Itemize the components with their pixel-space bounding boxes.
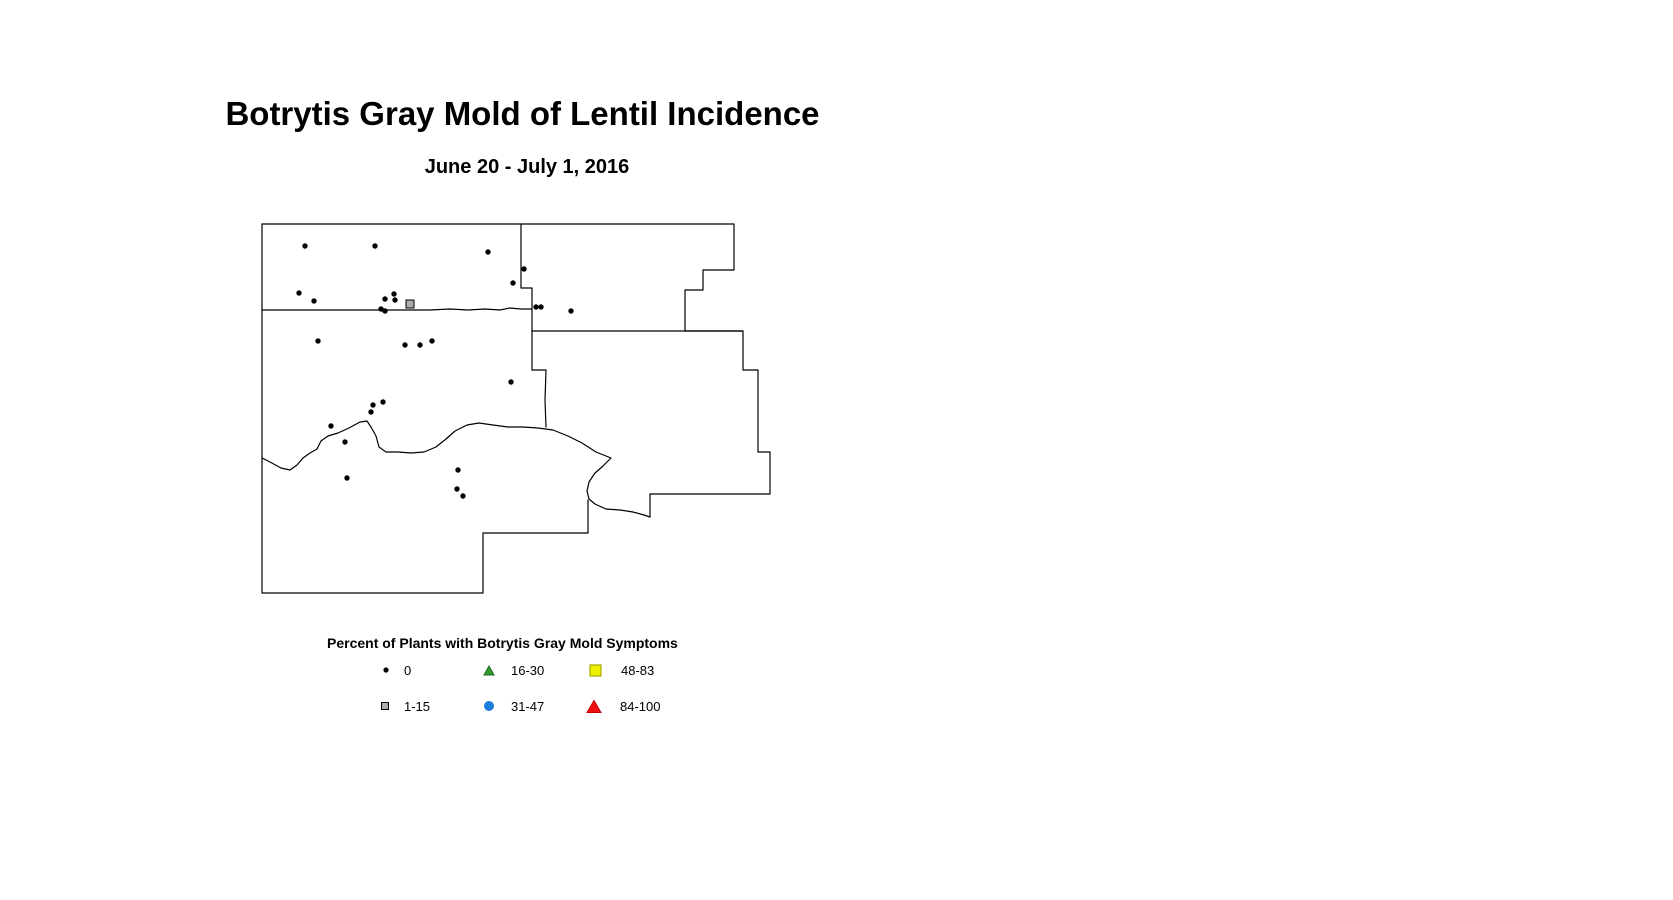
legend-title: Percent of Plants with Botrytis Gray Mol… [327,635,678,651]
incidence-point-zero [342,439,348,445]
legend-marker-red-triangle-icon [586,699,602,713]
incidence-point-zero [485,249,491,255]
legend-marker-blue-circle-icon [484,701,494,711]
incidence-point-zero [378,306,384,312]
legend-marker-green-triangle-icon [483,665,495,676]
incidence-point-zero [311,298,317,304]
incidence-point-zero [454,486,460,492]
county-boundary-mid-horizontal [261,307,532,311]
incidence-point-zero [521,266,527,272]
river-boundary [261,420,651,518]
county-boundary-outer-west [261,223,589,594]
legend-marker-black-dot-icon [383,667,389,673]
chart-title: Botrytis Gray Mold of Lentil Incidence [225,95,820,132]
incidence-point-zero [508,379,514,385]
incidence-point-zero [315,338,321,344]
incidence-point-zero [372,243,378,249]
incidence-point-zero [368,409,374,415]
incidence-point-zero [382,296,388,302]
incidence-point-zero [392,297,398,303]
county-boundary-mid-vertical [520,223,547,428]
incidence-point-zero [402,342,408,348]
incidence-point-zero [391,291,397,297]
legend-marker-gray-square-icon [381,702,389,710]
legend-marker-yellow-square-icon [589,664,602,677]
legend-label-84-100: 84-100 [620,699,661,714]
incidence-point-zero [510,280,516,286]
incidence-point-zero [380,399,386,405]
incidence-point-zero [344,475,350,481]
incidence-point-zero [296,290,302,296]
incidence-point-zero [302,243,308,249]
incidence-point-zero [429,338,435,344]
county-boundary-outer-east [261,223,771,518]
legend-label-16-30: 16-30 [511,663,545,678]
incidence-point-zero [538,304,544,310]
incidence-point-1-15 [405,299,415,309]
incidence-point-zero [370,402,376,408]
legend-label-1-15: 1-15 [404,699,431,714]
legend-label-0: 0 [404,663,412,678]
incidence-points-layer [296,243,574,499]
chart-subtitle: June 20 - July 1, 2016 [424,156,630,178]
incidence-point-zero [455,467,461,473]
incidence-point-zero [568,308,574,314]
incidence-point-zero [417,342,423,348]
county-boundaries [261,223,771,594]
incidence-point-zero [533,304,539,310]
legend-label-31-47: 31-47 [511,699,545,714]
incidence-point-zero [382,308,388,314]
incidence-point-zero [460,493,466,499]
legend-label-48-83: 48-83 [621,663,655,678]
incidence-point-zero [328,423,334,429]
